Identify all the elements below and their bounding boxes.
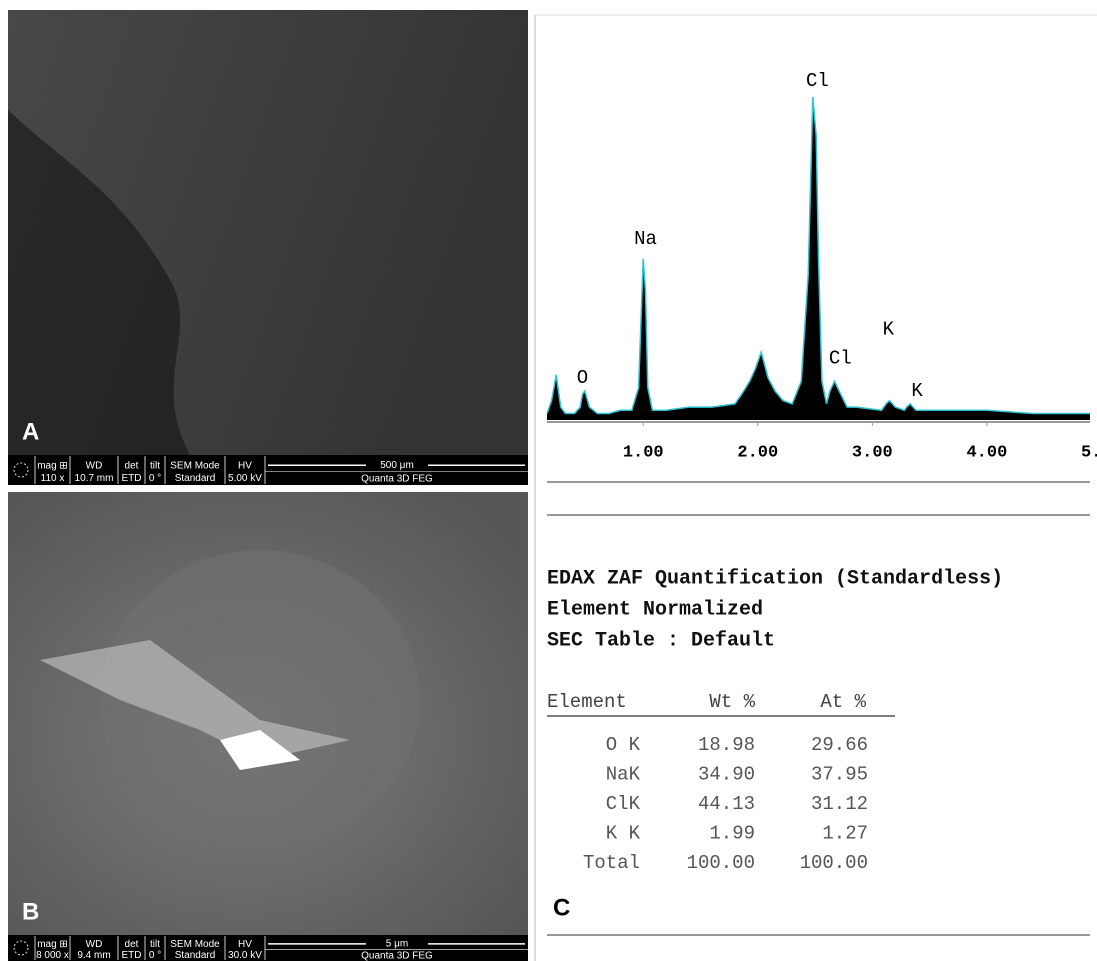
table-cell: 34.90 — [698, 764, 755, 786]
info-text: det — [125, 460, 139, 471]
info-bar — [8, 455, 528, 485]
info-text: mag ⊞ — [37, 939, 68, 950]
x-tick-label: 3.00 — [852, 443, 893, 462]
info-text: 110 x — [41, 473, 65, 484]
peak-label: O — [577, 367, 588, 389]
table-cell: 37.95 — [811, 764, 868, 786]
scale-bg — [366, 456, 428, 471]
panel-label: C — [553, 894, 570, 921]
info-text: SEM Mode — [170, 939, 220, 950]
table-cell: 1.99 — [709, 823, 755, 845]
table-header: Wt % — [709, 691, 755, 713]
peak-label: Cl — [829, 348, 852, 370]
info-text: HV — [238, 460, 252, 471]
table-cell: 100.00 — [800, 852, 868, 874]
peak-label: K — [911, 380, 923, 402]
info-text: 5.00 kV — [228, 473, 262, 484]
info-text: HV — [238, 939, 252, 950]
table-cell: 31.12 — [811, 793, 868, 815]
x-tick-label: 5.00 — [1081, 443, 1097, 462]
table-cell: 29.66 — [811, 734, 868, 756]
info-text: 0 ° — [149, 473, 161, 484]
panel-label: A — [22, 418, 39, 445]
table-cell: 44.13 — [698, 793, 755, 815]
table-cell: Total — [583, 852, 640, 874]
info-text: ETD — [122, 473, 142, 484]
logo — [13, 462, 29, 478]
spectrum-outline — [546, 96, 1090, 415]
instrument: Quanta 3D FEG — [361, 950, 433, 961]
scale-label: 5 μm — [386, 938, 408, 949]
info-text: 9.4 mm — [77, 950, 110, 961]
info-bar — [8, 935, 528, 961]
sem-image-b — [8, 492, 528, 935]
x-tick-label: 4.00 — [966, 443, 1007, 462]
table-cell: K K — [606, 823, 641, 845]
x-tick-label: 1.00 — [623, 443, 664, 462]
info-text: WD — [86, 460, 103, 471]
info-text: Standard — [175, 950, 216, 961]
quant-header: EDAX ZAF Quantification (Standardless) — [547, 567, 1003, 590]
info-text: det — [125, 939, 139, 950]
scale-bg — [366, 936, 428, 949]
instrument: Quanta 3D FEG — [361, 474, 433, 485]
table-cell: O K — [606, 734, 641, 756]
x-tick-label: 2.00 — [737, 443, 778, 462]
table-cell: 1.27 — [822, 823, 868, 845]
table-cell: 18.98 — [698, 734, 755, 756]
info-text: 8 000 x — [36, 950, 69, 961]
peak-label: Na — [634, 228, 657, 250]
table-header: Element — [547, 691, 627, 713]
sem-image-a — [8, 10, 528, 455]
info-text: WD — [86, 939, 103, 950]
info-text: ETD — [122, 950, 142, 961]
panel-label: B — [22, 898, 39, 925]
peak-label: K — [883, 319, 895, 341]
info-text: Standard — [175, 473, 216, 484]
scale-label: 500 μm — [380, 460, 414, 471]
table-cell: NaK — [606, 764, 641, 786]
info-text: 30.0 kV — [228, 950, 262, 961]
info-text: tilt — [150, 460, 160, 471]
quant-header: Element Normalized — [547, 598, 763, 621]
info-text: 10.7 mm — [75, 473, 114, 484]
table-cell: ClK — [606, 793, 641, 815]
table-header: At % — [820, 691, 866, 713]
quant-header: SEC Table : Default — [547, 629, 775, 652]
info-text: tilt — [150, 939, 160, 950]
info-text: mag ⊞ — [37, 460, 68, 471]
info-text: 0 ° — [149, 950, 161, 961]
table-cell: 100.00 — [687, 852, 755, 874]
logo — [13, 940, 29, 956]
info-text: SEM Mode — [170, 460, 220, 471]
peak-label: Cl — [806, 70, 829, 92]
